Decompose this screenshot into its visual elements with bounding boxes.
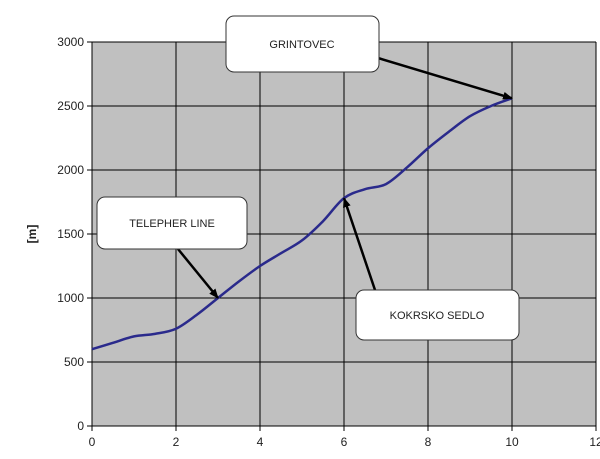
y-tick-label-5: 2500	[57, 99, 84, 113]
annotation-box-kokrsko	[355, 289, 520, 341]
x-tick-label-6: 12	[589, 435, 600, 449]
annotation-box-telepher	[96, 196, 248, 250]
annotation-arrow-grintovec	[377, 56, 513, 100]
x-tick-label-4: 8	[425, 435, 432, 449]
x-tick-label-1: 2	[173, 435, 180, 449]
y-tick-label-2: 1000	[57, 291, 84, 305]
annotation-label-kokrsko: KOKRSKO SEDLO	[390, 310, 485, 322]
annotation-arrow-kokrsko	[342, 197, 377, 291]
y-tick-label-3: 1500	[57, 227, 84, 241]
annotations-group: GRINTOVEC TELEPHER LINE KOKRSKO SEDLO	[96, 15, 520, 341]
annotation-box-grintovec	[225, 15, 380, 73]
x-axis-ticks: 0 2 4 6 8 10 12	[89, 426, 600, 449]
annotation-label-grintovec: GRINTOVEC	[269, 39, 334, 51]
series-line-0	[91, 97, 513, 351]
annotation-arrow-telepher	[177, 248, 219, 299]
x-tick-label-5: 10	[505, 435, 519, 449]
y-tick-label-0: 0	[77, 419, 84, 433]
annotation-label-telepher: TELEPHER LINE	[129, 218, 215, 230]
y-tick-label-1: 500	[64, 355, 84, 369]
y-tick-label-6: 3000	[57, 35, 84, 49]
y-axis-ticks: 0 500 1000 1500 2000 2500 3000	[57, 35, 92, 433]
x-tick-label-3: 6	[341, 435, 348, 449]
x-tick-label-0: 0	[89, 435, 96, 449]
y-tick-label-4: 2000	[57, 163, 84, 177]
series-group	[91, 97, 513, 351]
y-axis-label: [m]	[25, 225, 39, 244]
x-tick-label-2: 4	[257, 435, 264, 449]
